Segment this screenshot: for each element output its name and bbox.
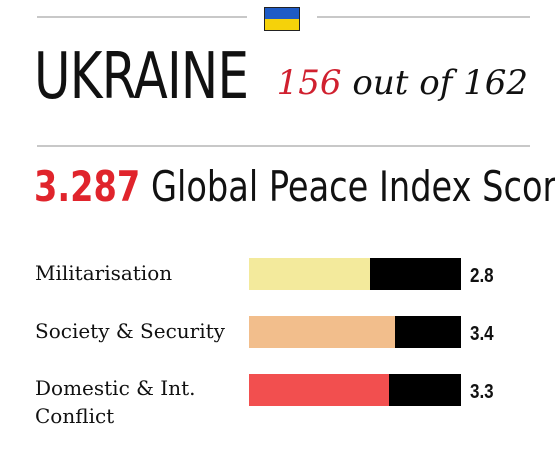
rank-suffix: out of 162: [352, 63, 528, 103]
domain-label-text: Domestic & Int. Conflict: [35, 376, 196, 428]
domain-bar-fill: [249, 316, 396, 348]
top-rule-left: [37, 16, 247, 18]
domain-value-domestic-conflict: 3.3: [470, 381, 494, 403]
domain-label-domestic-conflict: Domestic & Int. Conflict: [35, 374, 235, 430]
top-rule-right: [317, 16, 530, 18]
country-name: UKRAINE: [34, 40, 249, 114]
domain-bar-militarisation: [249, 258, 461, 290]
domain-value-society-security: 3.4: [470, 323, 494, 345]
domain-bar-fill: [249, 374, 389, 406]
domain-bar-fill: [249, 258, 370, 290]
flag-yellow-stripe: [265, 19, 299, 30]
domain-bar-society-security: [249, 316, 461, 348]
domain-label-militarisation: Militarisation: [35, 261, 173, 285]
ukraine-flag-icon: [264, 7, 300, 31]
flag-blue-stripe: [265, 8, 299, 19]
rank-number: 156: [276, 63, 342, 103]
domain-label-society-security: Society & Security: [35, 319, 225, 343]
rank-text: 156 out of 162: [277, 66, 528, 100]
score-label: Global Peace Index Score: [150, 162, 555, 211]
score-heading: 3.287 Global Peace Index Score: [34, 166, 555, 208]
domain-value-militarisation: 2.8: [470, 265, 494, 287]
middle-rule: [37, 145, 530, 147]
domain-bar-domestic-conflict: [249, 374, 461, 406]
score-value: 3.287: [34, 162, 141, 211]
